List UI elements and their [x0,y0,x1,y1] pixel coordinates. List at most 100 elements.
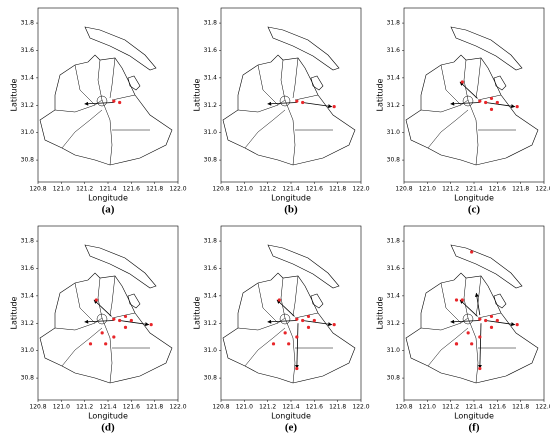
point [484,101,487,104]
map-islet [311,294,323,308]
x-tick-label: 122.0 [535,186,550,193]
point [490,315,493,318]
district-border [112,313,135,318]
district-border [293,276,298,316]
y-tick-label: 31.4 [387,292,401,299]
x-tick-label: 121.6 [123,186,140,193]
point [150,323,153,326]
district-border [75,283,95,323]
x-tick-label: 121.6 [123,404,140,411]
x-tick-label: 121.4 [465,404,482,411]
x-tick-label: 121.2 [442,186,459,193]
district-border [245,328,285,366]
district-border [258,65,278,105]
route-arrow [120,321,149,325]
district-border [112,95,135,100]
point [490,108,493,111]
district-border [441,283,461,323]
route-arrow [486,103,515,107]
district-border [110,276,115,316]
y-tick-label: 31.8 [21,238,35,245]
y-axis-label: Latitude [193,78,202,111]
route-arrow [451,321,480,322]
x-tick-label: 121.8 [146,186,163,193]
y-tick-label: 30.8 [387,157,401,164]
x-axis-label: Longitude [454,194,494,203]
panel: 120.8121.0121.2121.4121.6121.8122.030.83… [376,8,550,216]
map-island [451,27,522,70]
point [112,100,115,103]
y-tick-label: 31.0 [21,129,35,136]
x-tick-label: 121.6 [489,186,506,193]
point [490,97,493,100]
district-border [285,318,295,383]
caption: (a) [102,204,115,216]
point [478,100,481,103]
y-axis-label: Latitude [193,296,202,329]
point [478,367,481,370]
x-tick-label: 120.8 [29,404,46,411]
route-arrow [268,103,297,104]
y-axis-label: Latitude [10,296,19,329]
point [307,326,310,329]
point [124,326,127,329]
map-islet [128,294,140,308]
y-axis-label: Latitude [10,78,19,111]
district-border [55,100,102,112]
point [295,318,298,321]
point [467,331,470,334]
y-tick-label: 31.8 [204,238,218,245]
x-tick-label: 121.8 [329,186,346,193]
point [461,80,464,83]
point [118,319,121,322]
x-axis-label: Longitude [454,412,494,421]
point [496,101,499,104]
point [130,319,133,322]
x-tick-label: 122.0 [169,404,186,411]
district-border [421,318,468,330]
district-border [102,100,112,165]
caption: (d) [101,422,115,434]
y-axis-label: Latitude [376,78,385,111]
y-tick-label: 31.2 [387,320,401,327]
x-tick-label: 121.4 [282,186,299,193]
y-tick-label: 31.2 [21,320,35,327]
y-tick-label: 31.6 [387,265,401,272]
y-tick-label: 31.4 [204,74,218,81]
x-axis-label: Longitude [88,194,128,203]
district-border [281,278,285,318]
district-border [295,95,318,100]
panel: 120.8121.0121.2121.4121.6121.8122.030.83… [376,226,550,434]
district-ring [280,96,290,106]
point [496,319,499,322]
route-arrow [85,103,114,104]
district-border [245,110,285,148]
route-arrow [268,321,297,322]
route-arrow [303,103,332,107]
y-tick-label: 31.4 [204,292,218,299]
map-island [85,27,156,70]
district-border [62,328,102,366]
y-tick-label: 31.0 [387,347,401,354]
x-tick-label: 121.4 [99,404,116,411]
x-tick-label: 121.2 [76,186,93,193]
point [516,105,519,108]
point [295,367,298,370]
map-island [451,245,522,288]
x-tick-label: 121.2 [259,404,276,411]
point [295,335,298,338]
y-tick-label: 30.8 [204,375,218,382]
map-island [268,27,339,70]
y-tick-label: 31.4 [21,74,35,81]
y-tick-label: 31.8 [204,20,218,27]
map-islet [311,76,323,90]
point [470,250,473,253]
y-tick-label: 30.8 [21,157,35,164]
y-tick-label: 31.6 [21,265,35,272]
y-tick-label: 31.6 [387,47,401,54]
x-tick-label: 121.4 [465,186,482,193]
x-tick-label: 120.8 [212,404,229,411]
point [333,323,336,326]
x-tick-label: 121.8 [512,404,529,411]
